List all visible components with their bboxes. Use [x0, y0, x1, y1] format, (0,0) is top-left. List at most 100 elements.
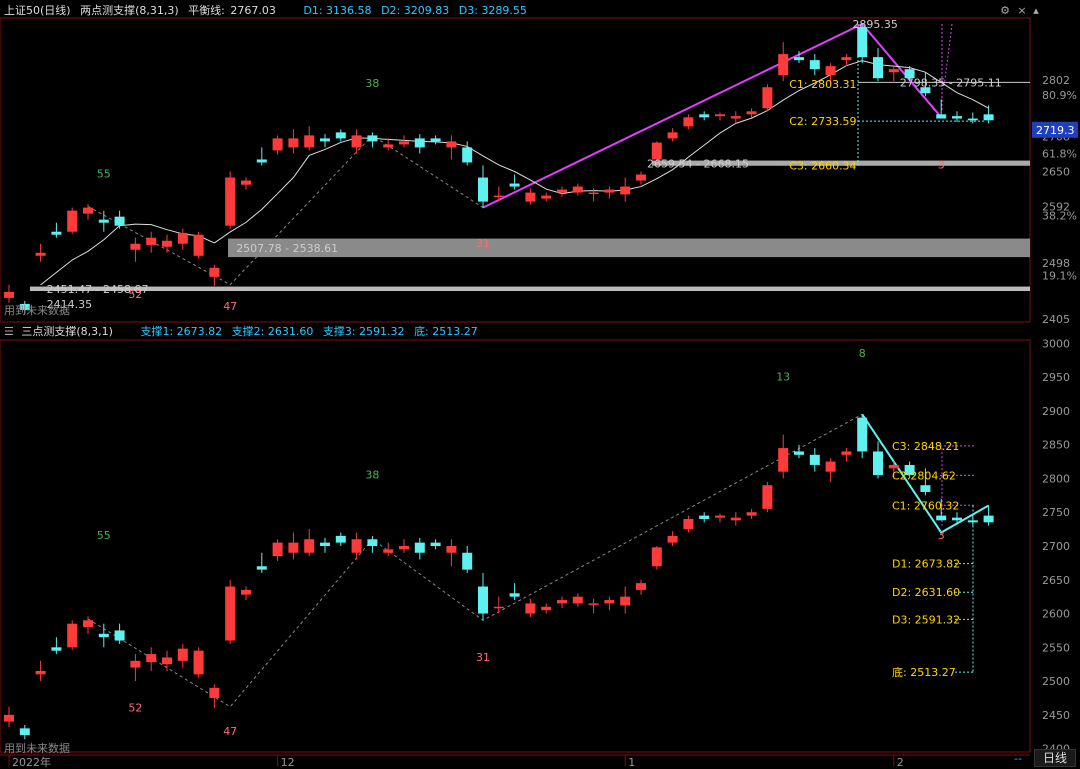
top-candle[interactable] [446, 141, 457, 148]
bottom-candle[interactable] [209, 687, 220, 698]
settings-icon[interactable]: ⚙ [1000, 4, 1010, 17]
top-candle[interactable] [794, 57, 804, 61]
top-candle[interactable] [114, 216, 125, 226]
top-candle[interactable] [478, 177, 488, 202]
bottom-candle[interactable] [920, 485, 931, 492]
bottom-candle[interactable] [683, 518, 694, 530]
bottom-candle[interactable] [272, 542, 283, 557]
bottom-candle[interactable] [604, 600, 615, 604]
bottom-candle[interactable] [762, 485, 773, 509]
top-candle[interactable] [493, 195, 504, 198]
bottom-candle[interactable] [51, 647, 62, 651]
top-candle[interactable] [272, 138, 283, 151]
top-candle[interactable] [19, 303, 30, 310]
bottom-candle[interactable] [414, 542, 425, 553]
top-candle[interactable] [936, 114, 947, 119]
top-candle[interactable] [825, 66, 836, 76]
bottom-candle[interactable] [177, 648, 188, 661]
top-candle[interactable] [256, 159, 267, 163]
top-candle[interactable] [762, 87, 773, 109]
bottom-candle[interactable] [730, 517, 741, 521]
top-candle[interactable] [399, 141, 409, 145]
bottom-candle[interactable] [667, 535, 678, 543]
top-candle[interactable] [35, 252, 46, 256]
top-candle[interactable] [83, 207, 93, 214]
top-candle[interactable] [809, 60, 820, 70]
top-candle[interactable] [888, 69, 899, 73]
bottom-candle[interactable] [888, 464, 899, 469]
top-candle[interactable] [146, 237, 157, 245]
bottom-candle[interactable] [825, 461, 836, 472]
bottom-candle[interactable] [256, 566, 267, 570]
bottom-candle[interactable] [446, 546, 457, 553]
bottom-candle[interactable] [335, 535, 346, 543]
top-candle[interactable] [873, 57, 883, 79]
top-candle[interactable] [920, 87, 931, 94]
bottom-candle[interactable] [288, 542, 299, 553]
top-candle[interactable] [904, 69, 915, 79]
top-candle[interactable] [715, 114, 725, 117]
expand-icon[interactable]: ▴ [1033, 4, 1039, 17]
bottom-candle[interactable] [478, 586, 488, 614]
top-candle[interactable] [225, 177, 236, 226]
top-candle[interactable] [430, 138, 441, 142]
top-candle[interactable] [130, 243, 141, 250]
top-candle[interactable] [351, 135, 362, 148]
close-icon[interactable]: × [1017, 4, 1027, 17]
bottom-candle[interactable] [4, 714, 14, 722]
bottom-candle[interactable] [541, 606, 552, 611]
top-candle[interactable] [557, 189, 567, 193]
top-candle[interactable] [778, 54, 789, 76]
top-candle[interactable] [525, 192, 536, 202]
period-tab[interactable]: 日线 [1033, 749, 1076, 767]
bottom-candle[interactable] [699, 515, 710, 519]
top-candle[interactable] [967, 118, 978, 121]
bottom-candle[interactable] [83, 620, 93, 628]
top-candle[interactable] [162, 240, 172, 247]
bottom-candle[interactable] [746, 512, 757, 516]
top-candle[interactable] [67, 210, 78, 232]
top-candle[interactable] [636, 174, 646, 181]
bottom-candle[interactable] [904, 464, 915, 476]
top-candle[interactable] [683, 117, 694, 127]
bottom-candle[interactable] [383, 549, 394, 553]
top-candle[interactable] [367, 135, 378, 142]
more-dots[interactable]: -- [1014, 752, 1022, 765]
bottom-candle[interactable] [193, 650, 204, 675]
top-candle[interactable] [620, 186, 631, 195]
bottom-candle[interactable] [509, 593, 520, 597]
bottom-candle[interactable] [399, 546, 409, 550]
bottom-candle[interactable] [67, 623, 78, 648]
bottom-candle[interactable] [620, 596, 631, 606]
top-candle[interactable] [983, 114, 994, 121]
bottom-candle[interactable] [98, 633, 109, 638]
bottom-candle[interactable] [304, 539, 315, 553]
top-candle[interactable] [952, 116, 962, 119]
bottom-candle[interactable] [162, 657, 172, 665]
top-candle[interactable] [241, 180, 251, 185]
bottom-candle[interactable] [794, 451, 804, 455]
top-candle[interactable] [841, 57, 852, 61]
top-candle[interactable] [193, 234, 204, 256]
bottom-indicator-name[interactable]: 三点测支撑(8,3,1) [21, 325, 113, 338]
top-candle[interactable] [588, 192, 599, 195]
bottom-candle[interactable] [225, 586, 236, 641]
top-candle[interactable] [857, 27, 868, 58]
top-candle[interactable] [462, 147, 473, 163]
bottom-candle[interactable] [320, 542, 330, 546]
bottom-close-icon[interactable]: ☰ [4, 325, 14, 338]
top-candle[interactable] [414, 138, 425, 148]
top-candle[interactable] [335, 132, 346, 139]
bottom-candle[interactable] [525, 603, 536, 614]
top-candle[interactable] [320, 138, 330, 142]
top-candle[interactable] [746, 111, 757, 115]
bottom-candle[interactable] [35, 670, 46, 675]
bottom-candle[interactable] [430, 542, 441, 546]
bottom-candle[interactable] [588, 603, 599, 605]
bottom-candle[interactable] [146, 654, 157, 663]
top-candle[interactable] [667, 132, 678, 139]
bottom-candle[interactable] [841, 451, 852, 455]
top-candle[interactable] [177, 232, 188, 244]
top-candle[interactable] [98, 219, 109, 223]
indicator-name[interactable]: 两点测支撑(8,31,3) [80, 4, 179, 17]
